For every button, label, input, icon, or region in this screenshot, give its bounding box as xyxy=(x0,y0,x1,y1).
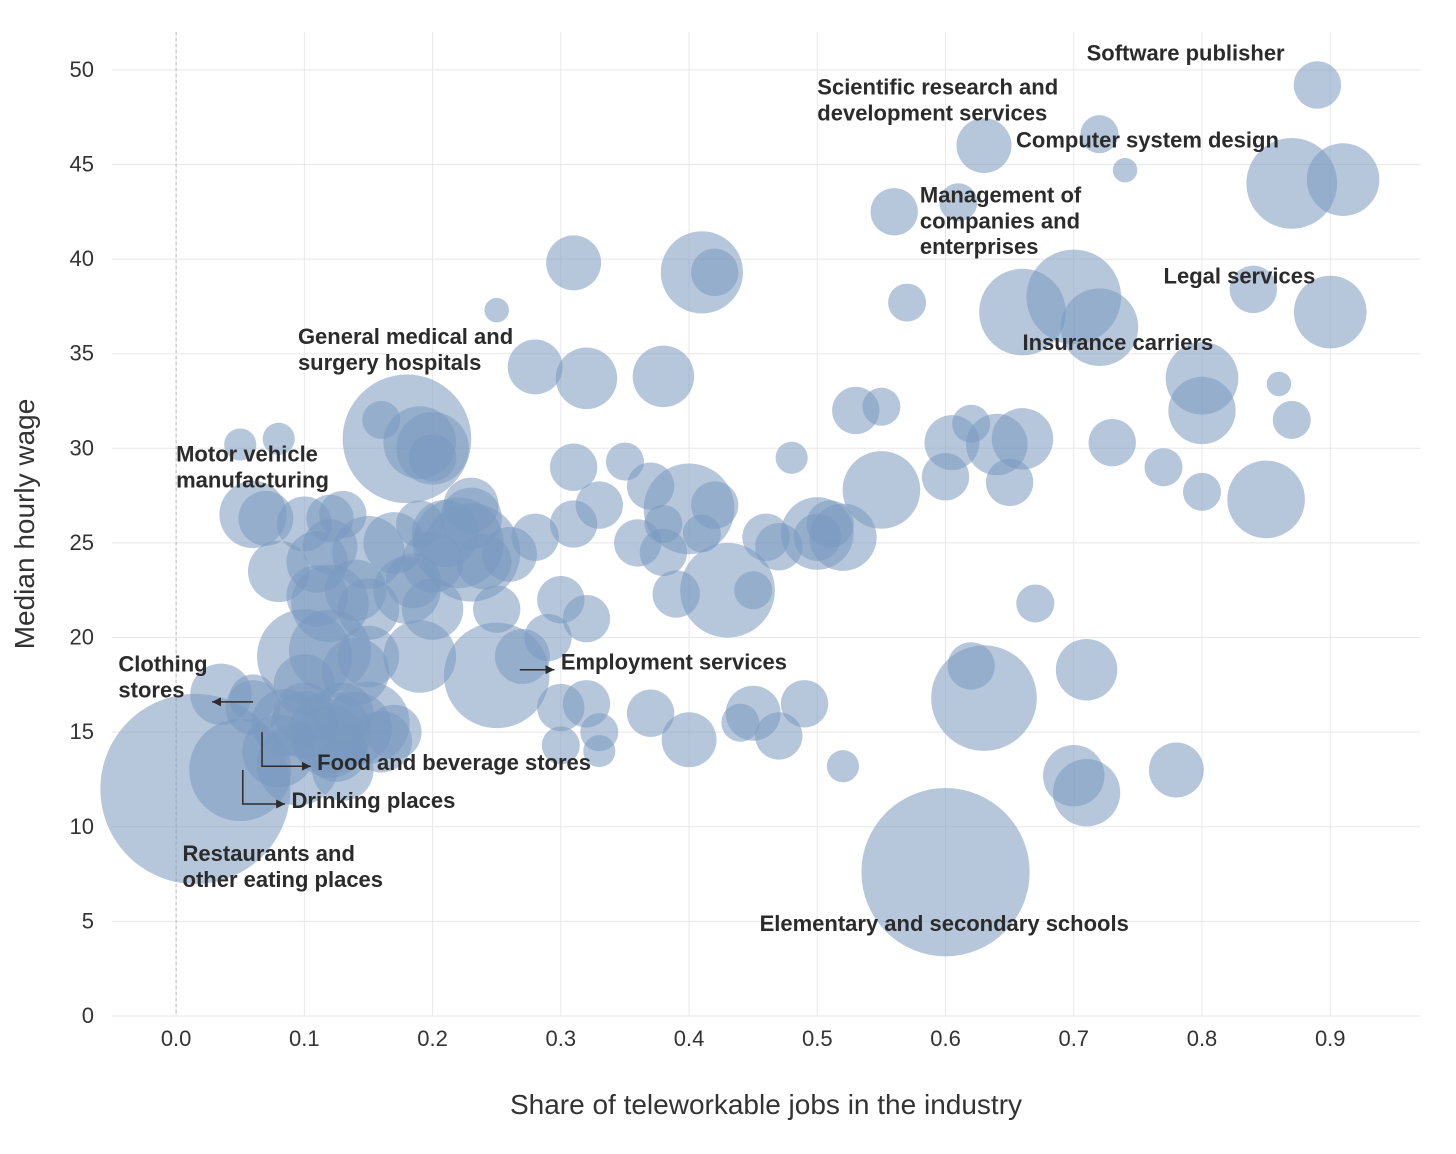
annotation-label: General medical andsurgery hospitals xyxy=(298,324,513,375)
y-tick-label: 5 xyxy=(82,908,94,933)
x-tick-label: 0.0 xyxy=(161,1026,192,1051)
data-bubble xyxy=(1053,759,1120,826)
y-tick-label: 25 xyxy=(70,530,94,555)
data-bubble xyxy=(576,481,623,528)
data-bubble xyxy=(484,298,508,322)
data-bubble xyxy=(691,481,738,528)
annotation-label: Computer system design xyxy=(1016,127,1279,152)
annotation-label: Elementary and secondary schools xyxy=(760,911,1129,936)
data-bubble xyxy=(473,585,520,632)
y-tick-label: 50 xyxy=(70,57,94,82)
annotation-label: Legal services xyxy=(1164,264,1316,289)
x-tick-label: 0.2 xyxy=(417,1026,448,1051)
y-tick-label: 40 xyxy=(70,246,94,271)
data-bubble xyxy=(1089,419,1136,466)
x-axis-label: Share of teleworkable jobs in the indust… xyxy=(510,1089,1022,1120)
annotation-label: Employment services xyxy=(561,650,787,675)
data-bubble xyxy=(843,451,921,529)
bubble-scatter-chart: 0.0 0.1 0.2 0.3 0.4 0.5 0.6 0.7 0.8 0.9 0 5 10 15 20 25… xyxy=(0,0,1456,1154)
annotation-label: Drinking places xyxy=(292,788,456,813)
data-bubble xyxy=(871,188,918,235)
data-bubble xyxy=(508,339,563,394)
x-tick-label: 0.3 xyxy=(546,1026,577,1051)
y-axis-label: Median hourly wage xyxy=(9,399,40,650)
data-bubble xyxy=(444,478,499,533)
data-bubble xyxy=(1168,377,1235,444)
data-bubble xyxy=(1113,158,1137,182)
y-tick-label: 30 xyxy=(70,435,94,460)
annotation-label: Food and beverage stores xyxy=(317,750,591,775)
data-bubble xyxy=(1016,584,1054,622)
data-bubble xyxy=(992,408,1053,469)
data-bubble xyxy=(1267,372,1291,396)
data-bubble xyxy=(409,434,456,481)
data-bubble xyxy=(1056,639,1117,700)
x-tick-label: 0.5 xyxy=(802,1026,833,1051)
x-tick-label: 0.6 xyxy=(930,1026,961,1051)
annotation-label: Software publisher xyxy=(1087,40,1285,65)
data-bubble xyxy=(691,249,738,296)
data-bubble xyxy=(1273,401,1311,439)
y-tick-label: 0 xyxy=(82,1003,94,1028)
data-bubble xyxy=(1227,461,1305,539)
annotation-label: Motor vehiclemanufacturing xyxy=(176,442,329,493)
chart-svg: 0.0 0.1 0.2 0.3 0.4 0.5 0.6 0.7 0.8 0.9 0 5 10 15 20 25… xyxy=(0,0,1456,1154)
data-bubble xyxy=(888,284,926,322)
y-tick-label: 20 xyxy=(70,625,94,650)
x-tick-label: 0.1 xyxy=(289,1026,320,1051)
x-tick-label: 0.4 xyxy=(674,1026,705,1051)
data-bubble xyxy=(546,235,601,290)
x-tick-label: 0.8 xyxy=(1187,1026,1218,1051)
data-bubble xyxy=(1145,448,1183,486)
data-bubble xyxy=(1183,473,1221,511)
data-bubble xyxy=(1307,143,1380,216)
data-bubble xyxy=(931,645,1037,751)
data-bubble xyxy=(633,346,694,407)
data-bubble xyxy=(662,712,717,767)
data-bubble xyxy=(781,680,828,727)
y-tick-label: 15 xyxy=(70,719,94,744)
annotation-label: Scientific research anddevelopment servi… xyxy=(817,74,1058,125)
y-tick-label: 10 xyxy=(70,814,94,839)
annotation-label: Restaurants andother eating places xyxy=(183,841,384,892)
y-tick-label: 35 xyxy=(70,341,94,366)
data-bubble xyxy=(556,348,617,409)
data-bubble xyxy=(776,442,808,474)
x-tick-label: 0.9 xyxy=(1315,1026,1346,1051)
data-bubble xyxy=(862,388,900,426)
data-bubble xyxy=(1294,61,1341,108)
x-tick-label: 0.7 xyxy=(1058,1026,1089,1051)
data-bubble xyxy=(827,750,859,782)
data-bubble xyxy=(957,118,1012,173)
annotation-label: Insurance carriers xyxy=(1022,330,1213,355)
data-bubble xyxy=(734,571,772,609)
y-tick-label: 45 xyxy=(70,151,94,176)
data-bubble xyxy=(1149,743,1204,798)
data-bubble xyxy=(563,595,610,642)
